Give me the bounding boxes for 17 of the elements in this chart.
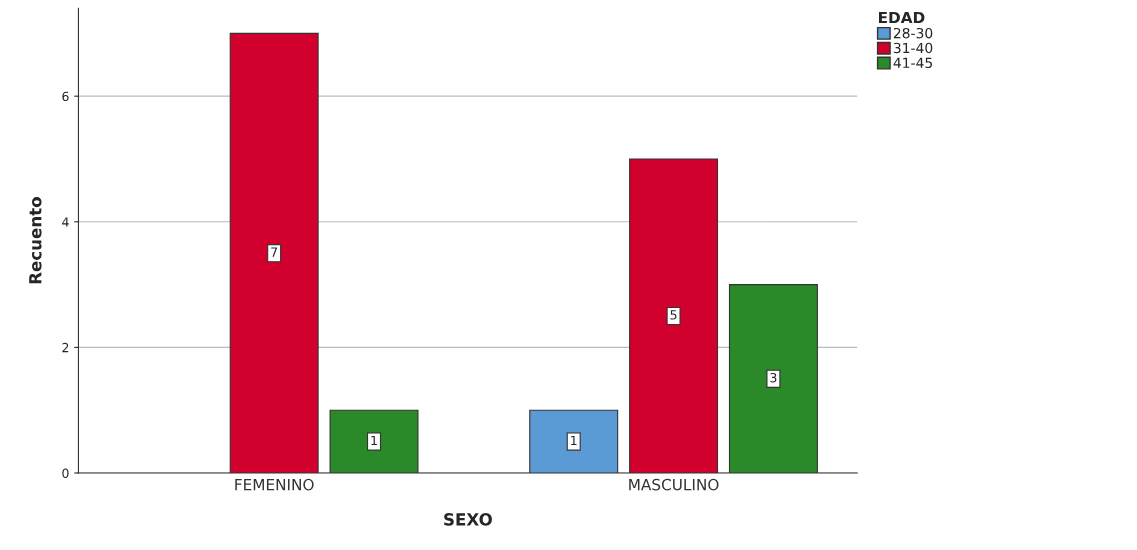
legend-label: 31-40	[893, 42, 933, 54]
y-tick-label: 0	[62, 468, 69, 478]
x-axis-title: SEXO	[444, 513, 492, 526]
data-label: 3	[770, 372, 777, 383]
y-tick-label: 6	[62, 91, 69, 102]
y-tick-label: 2	[62, 342, 69, 353]
data-label: 7	[271, 247, 278, 257]
y-tick-label: 4	[62, 217, 69, 227]
x-tick-label: MASCULINO	[629, 478, 719, 491]
data-label: 1	[571, 435, 577, 446]
legend-label: 28-30	[893, 27, 933, 39]
y-axis-title: Recuento	[29, 197, 42, 284]
x-tick-label: FEMENINO	[235, 478, 314, 491]
data-label: 1	[371, 435, 377, 446]
legend-title: EDAD	[878, 11, 925, 24]
data-label: 5	[670, 310, 677, 320]
legend-label: 41-45	[893, 57, 933, 69]
